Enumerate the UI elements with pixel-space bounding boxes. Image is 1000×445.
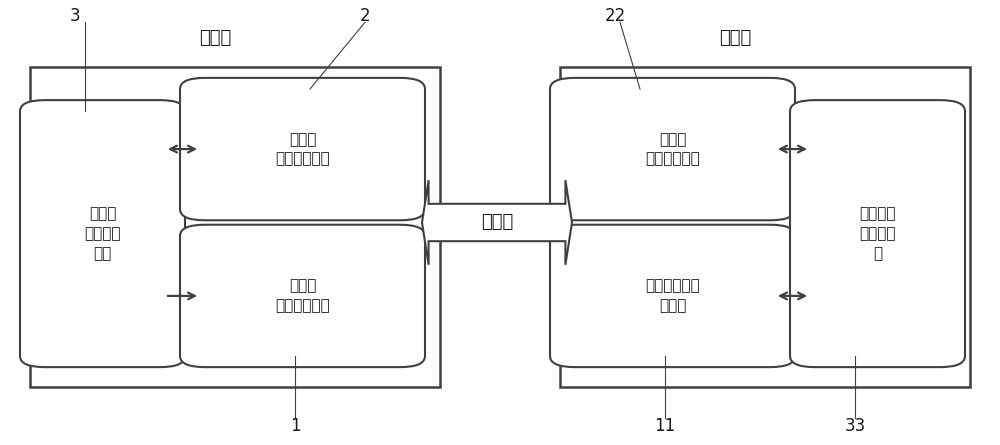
Text: 接收端控
制处理模
块: 接收端控 制处理模 块 [859,206,896,261]
Text: 发射端: 发射端 [199,29,231,47]
FancyBboxPatch shape [790,100,965,367]
Text: 接收端: 接收端 [719,29,751,47]
Text: 发射端
量子通信模块: 发射端 量子通信模块 [275,279,330,313]
Text: 2: 2 [360,7,370,24]
Polygon shape [422,180,572,265]
FancyBboxPatch shape [180,78,425,220]
Text: 水信道: 水信道 [481,214,513,231]
Text: 1: 1 [290,417,300,435]
FancyBboxPatch shape [550,78,795,220]
FancyBboxPatch shape [20,100,185,367]
FancyBboxPatch shape [30,67,440,387]
Text: 33: 33 [844,417,866,435]
FancyBboxPatch shape [560,67,970,387]
Text: 接收端量子通
信模块: 接收端量子通 信模块 [645,279,700,313]
Text: 发射端
控制处理
模块: 发射端 控制处理 模块 [84,206,121,261]
FancyBboxPatch shape [550,225,795,367]
Text: 22: 22 [604,7,626,24]
Text: 发射端
经典通信模块: 发射端 经典通信模块 [275,132,330,166]
Text: 接收端
经典通信模块: 接收端 经典通信模块 [645,132,700,166]
Text: 3: 3 [70,7,80,24]
FancyBboxPatch shape [180,225,425,367]
Text: 11: 11 [654,417,676,435]
